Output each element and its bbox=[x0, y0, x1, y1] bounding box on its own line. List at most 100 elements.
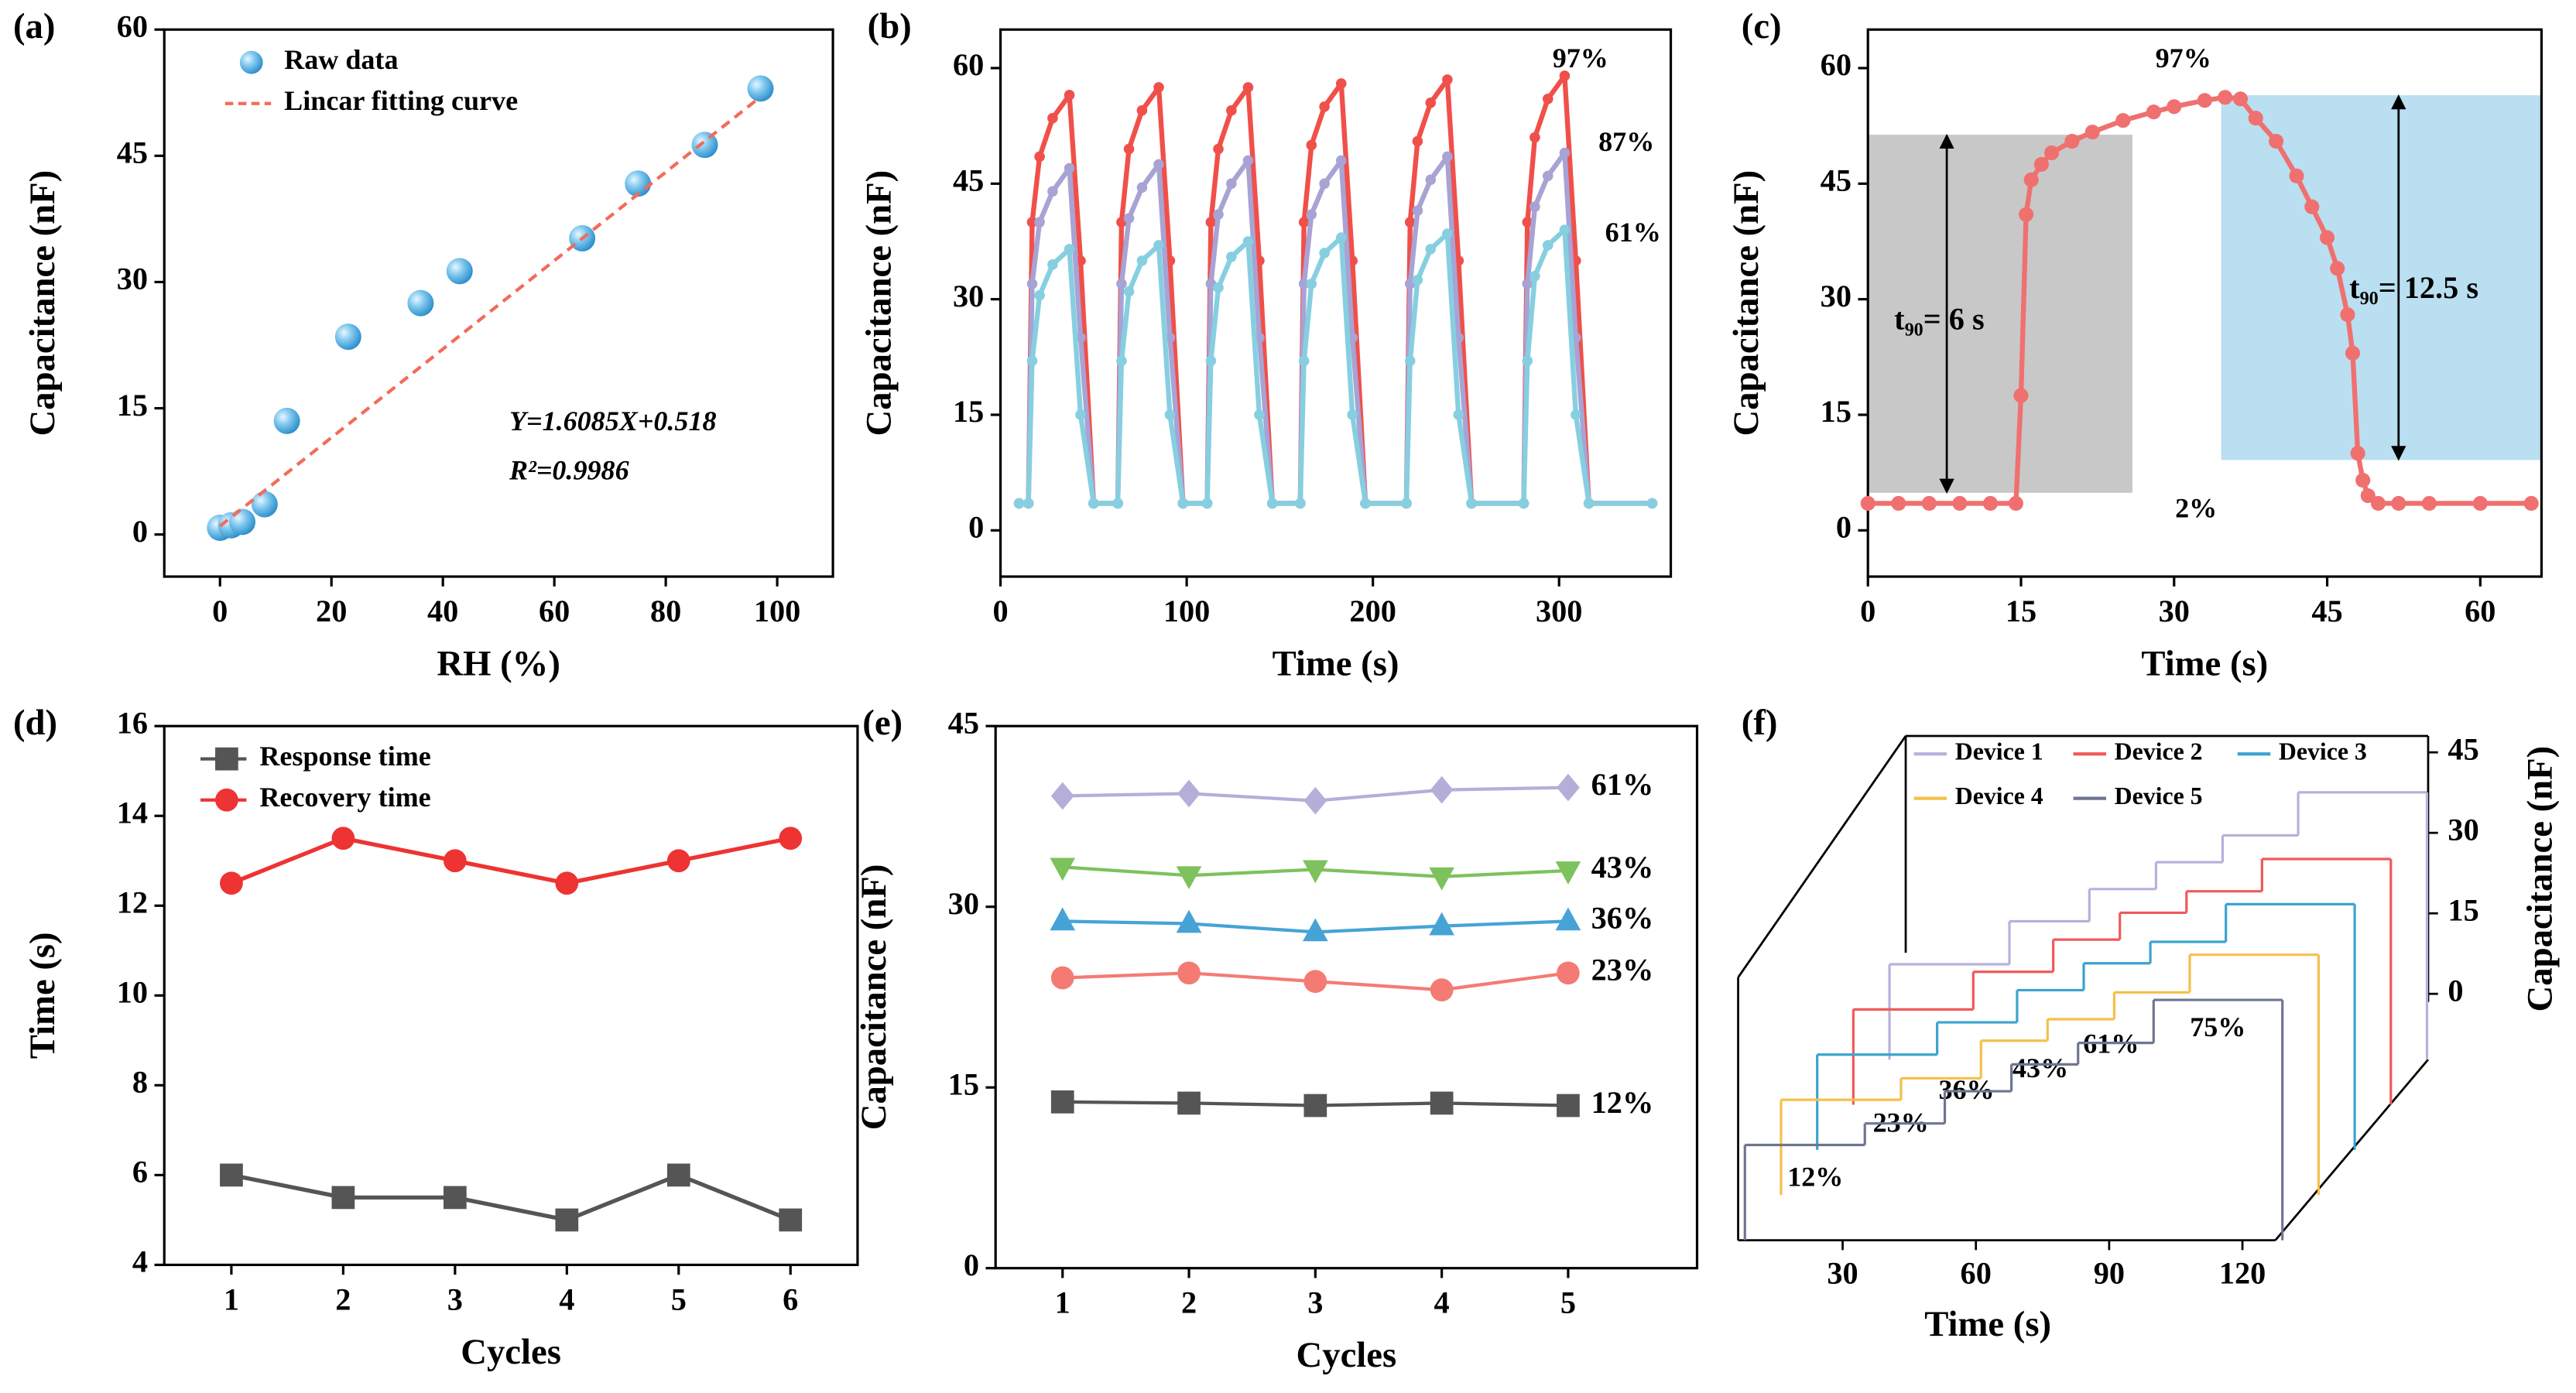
marker bbox=[666, 1163, 690, 1187]
marker bbox=[1176, 909, 1202, 933]
y-tick-label: 45 bbox=[117, 135, 148, 170]
marker bbox=[2523, 495, 2539, 512]
marker bbox=[1429, 912, 1454, 936]
marker bbox=[1034, 289, 1045, 301]
y-tick-label: 15 bbox=[948, 1066, 979, 1101]
marker bbox=[1401, 498, 1412, 509]
marker bbox=[1571, 409, 1581, 420]
marker bbox=[1522, 355, 1533, 367]
marker bbox=[555, 871, 579, 895]
marker bbox=[1303, 786, 1327, 815]
humidity-label: 2% bbox=[2175, 492, 2217, 523]
marker bbox=[1088, 498, 1099, 509]
y-tick-label: 45 bbox=[2448, 731, 2478, 766]
marker bbox=[446, 258, 473, 285]
marker bbox=[2013, 388, 2029, 403]
marker bbox=[1303, 1094, 1327, 1117]
y-tick-label: 30 bbox=[948, 886, 979, 921]
marker bbox=[1559, 224, 1571, 235]
x-tick-label: 45 bbox=[2311, 594, 2342, 628]
marker bbox=[407, 289, 434, 317]
series-line bbox=[230, 836, 791, 885]
plot-frame bbox=[163, 28, 834, 578]
marker bbox=[1319, 178, 1330, 190]
marker bbox=[1075, 409, 1086, 420]
marker bbox=[1136, 182, 1148, 193]
marker bbox=[2146, 104, 2161, 120]
series-line bbox=[218, 95, 762, 528]
y-tick-label: 12 bbox=[117, 885, 148, 920]
marker bbox=[251, 491, 278, 518]
y-axis-title: Capacitance (nF) bbox=[1726, 170, 1766, 436]
legend-label: Response time bbox=[259, 741, 430, 772]
marker bbox=[1559, 70, 1571, 81]
marker bbox=[2319, 230, 2335, 245]
marker bbox=[1201, 498, 1213, 509]
x-tick-label: 0 bbox=[212, 594, 228, 628]
panel-label: (c) bbox=[1742, 6, 1782, 46]
marker bbox=[2167, 99, 2182, 115]
marker bbox=[1177, 1091, 1201, 1115]
marker bbox=[1050, 1090, 1074, 1114]
marker bbox=[1555, 861, 1581, 885]
x-axis-title: Time (s) bbox=[1924, 1304, 2051, 1344]
x-tick-label: 100 bbox=[1163, 594, 1210, 628]
legend-label: Device 1 bbox=[1955, 738, 2043, 765]
marker bbox=[1302, 918, 1328, 942]
marker bbox=[2304, 199, 2320, 214]
marker bbox=[2289, 168, 2304, 183]
marker bbox=[1123, 286, 1135, 297]
marker bbox=[779, 1208, 803, 1232]
panel-label: (a) bbox=[13, 6, 55, 46]
marker bbox=[1112, 498, 1123, 509]
x-tick-label: 30 bbox=[1827, 1256, 1858, 1291]
t90-label: t₉₀= 6 s bbox=[1894, 301, 1985, 336]
marker bbox=[1360, 498, 1371, 509]
marker bbox=[1429, 867, 1454, 891]
marker bbox=[1226, 104, 1237, 116]
marker bbox=[1555, 907, 1581, 931]
marker bbox=[1242, 82, 1254, 93]
marker bbox=[1335, 78, 1347, 89]
marker bbox=[1213, 282, 1224, 293]
marker bbox=[1412, 135, 1423, 147]
panel-label: (b) bbox=[868, 6, 912, 46]
humidity-label: 75% bbox=[2190, 1011, 2245, 1042]
marker bbox=[2421, 495, 2437, 512]
marker bbox=[1522, 217, 1533, 228]
marker bbox=[229, 508, 256, 536]
marker bbox=[1921, 495, 1937, 512]
marker bbox=[1425, 174, 1437, 186]
y-tick-label: 4 bbox=[132, 1244, 148, 1279]
legend-label: Device 2 bbox=[2115, 738, 2203, 765]
marker bbox=[666, 849, 690, 873]
marker bbox=[1177, 961, 1201, 985]
marker bbox=[1542, 170, 1553, 182]
x-tick-label: 4 bbox=[1434, 1285, 1450, 1320]
y-axis-title: Capacitance (nF) bbox=[2519, 746, 2560, 1012]
marker bbox=[1026, 217, 1038, 228]
y-tick-label: 30 bbox=[953, 279, 984, 313]
marker bbox=[2391, 495, 2406, 512]
x-tick-label: 120 bbox=[2219, 1256, 2266, 1291]
humidity-label: 61% bbox=[1605, 217, 1661, 248]
series-line bbox=[231, 1172, 792, 1223]
marker bbox=[2355, 473, 2371, 488]
marker bbox=[1123, 143, 1135, 155]
plot-frame bbox=[994, 724, 1699, 1270]
t90-label: t₉₀= 12.5 s bbox=[2349, 270, 2478, 305]
marker bbox=[1557, 773, 1580, 802]
marker bbox=[691, 132, 718, 159]
marker bbox=[2248, 111, 2263, 126]
marker bbox=[1116, 278, 1127, 289]
x-tick-label: 3 bbox=[1307, 1285, 1323, 1320]
equation: Y=1.6085X+0.518 bbox=[509, 406, 717, 436]
marker bbox=[1412, 274, 1423, 286]
humidity-label: 97% bbox=[2156, 43, 2211, 74]
marker bbox=[1557, 1094, 1580, 1117]
marker bbox=[239, 50, 263, 74]
y-tick-label: 30 bbox=[2448, 812, 2478, 847]
marker bbox=[1982, 495, 1998, 512]
